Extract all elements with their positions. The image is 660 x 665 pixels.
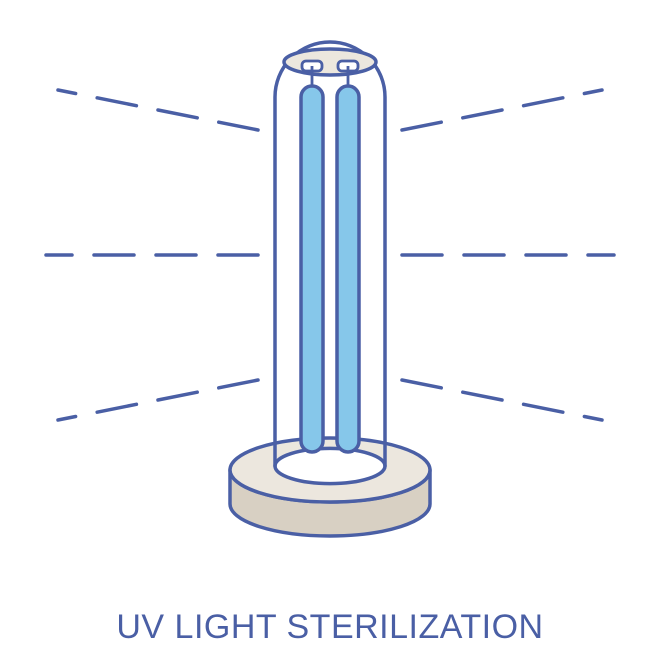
uv-bulb-0 (301, 86, 323, 452)
uv-lamp-illustration (0, 0, 660, 660)
light-ray-2 (58, 380, 258, 420)
lamp-glass-tube (275, 42, 385, 466)
lamp-top-plate (284, 49, 376, 75)
light-ray-0 (58, 90, 258, 130)
caption-text: UV LIGHT STERILIZATION (0, 608, 660, 647)
lamp-base-socket (275, 448, 385, 483)
light-rays (46, 90, 614, 420)
light-ray-5 (402, 380, 602, 420)
uv-bulb-1 (337, 86, 359, 452)
uv-sterilization-infographic: UV LIGHT STERILIZATION (0, 0, 660, 660)
light-ray-3 (402, 90, 602, 130)
